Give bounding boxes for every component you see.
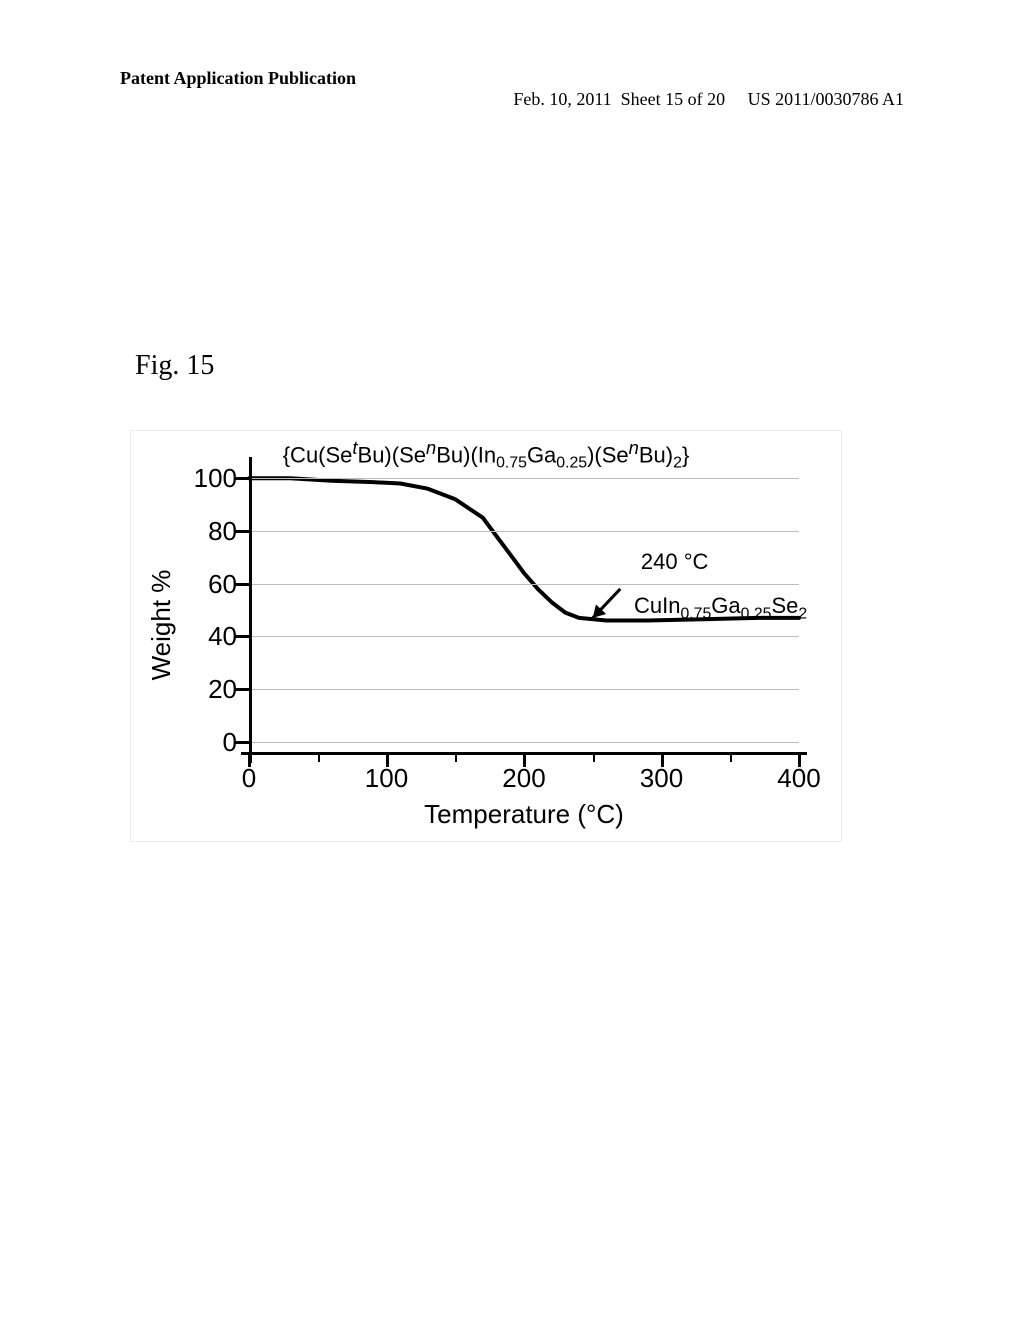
y-tick bbox=[235, 477, 249, 480]
gridline bbox=[252, 742, 799, 743]
plot-area: Weight % Temperature (°C) 240 °C CuIn0.7… bbox=[249, 465, 799, 755]
figure-label: Fig. 15 bbox=[135, 350, 214, 382]
header-docno: US 2011/0030786 A1 bbox=[748, 89, 904, 109]
chart: {Cu(SetBu)(SenBu)(In0.75Ga0.25)(SenBu)2}… bbox=[131, 431, 841, 841]
gridline bbox=[252, 478, 799, 479]
annotation-product: CuIn0.75Ga0.25Se2 bbox=[634, 593, 807, 623]
y-tick-label: 100 bbox=[177, 463, 237, 494]
x-tick-label: 100 bbox=[347, 763, 427, 794]
y-tick bbox=[235, 635, 249, 638]
y-tick-label: 20 bbox=[177, 674, 237, 705]
y-tick bbox=[235, 741, 249, 744]
x-minor-tick bbox=[455, 755, 457, 762]
x-axis-label: Temperature (°C) bbox=[249, 799, 799, 830]
y-tick-label: 0 bbox=[177, 727, 237, 758]
header-right: Feb. 10, 2011 Sheet 15 of 20 US 2011/003… bbox=[486, 68, 904, 131]
x-tick-label: 300 bbox=[622, 763, 702, 794]
gridline bbox=[252, 636, 799, 637]
x-tick-label: 0 bbox=[209, 763, 289, 794]
page: Patent Application Publication Feb. 10, … bbox=[0, 0, 1024, 1320]
y-tick-label: 80 bbox=[177, 516, 237, 547]
x-minor-tick bbox=[730, 755, 732, 762]
y-tick bbox=[235, 530, 249, 533]
x-minor-tick bbox=[318, 755, 320, 762]
gridline bbox=[252, 689, 799, 690]
x-tick-label: 200 bbox=[484, 763, 564, 794]
header-left: Patent Application Publication bbox=[120, 68, 356, 131]
y-axis bbox=[249, 457, 252, 763]
annotation-temperature: 240 °C bbox=[641, 549, 709, 575]
page-header: Patent Application Publication Feb. 10, … bbox=[0, 68, 1024, 131]
x-minor-tick bbox=[593, 755, 595, 762]
x-tick-label: 400 bbox=[759, 763, 839, 794]
header-center: Feb. 10, 2011 Sheet 15 of 20 bbox=[513, 89, 725, 109]
y-tick bbox=[235, 583, 249, 586]
y-tick-label: 40 bbox=[177, 621, 237, 652]
y-tick-label: 60 bbox=[177, 569, 237, 600]
gridline bbox=[252, 531, 799, 532]
y-tick bbox=[235, 688, 249, 691]
chart-container: {Cu(SetBu)(SenBu)(In0.75Ga0.25)(SenBu)2}… bbox=[130, 430, 842, 842]
gridline bbox=[252, 584, 799, 585]
